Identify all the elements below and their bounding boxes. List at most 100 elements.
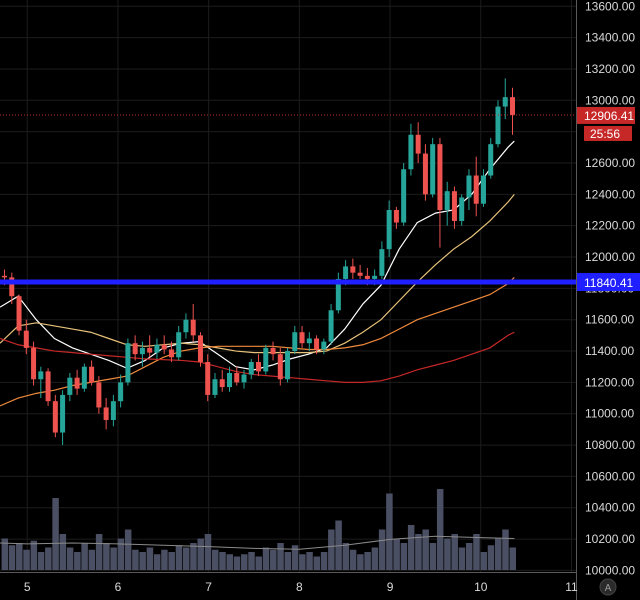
- candle-body: [256, 362, 262, 372]
- volume-bar: [255, 556, 263, 570]
- price-tick-label: 11600.00: [585, 313, 634, 327]
- candle: [415, 122, 421, 163]
- volume-bar: [407, 525, 415, 570]
- price-tick-label: 10600.00: [585, 469, 635, 483]
- volume-bar: [473, 534, 480, 570]
- candle-body: [132, 343, 138, 355]
- auto-scale-toggle[interactable]: A: [599, 578, 617, 596]
- candle: [437, 137, 443, 248]
- candle-body: [248, 362, 254, 375]
- candle: [350, 258, 356, 279]
- candle: [277, 347, 283, 386]
- price-labels: 12906.41 25:56 11840.41: [577, 106, 640, 292]
- volume-bar: [8, 545, 16, 570]
- candle-body: [197, 335, 203, 363]
- volume-bar: [16, 543, 23, 570]
- candle-body: [190, 319, 196, 336]
- price-tick-label: 13600.00: [585, 0, 635, 13]
- candle-body: [459, 197, 465, 221]
- volume-bar: [110, 547, 117, 570]
- candle: [110, 394, 116, 427]
- candle: [270, 341, 276, 361]
- volume-bar: [81, 543, 88, 570]
- candle: [292, 325, 298, 355]
- candle-body: [226, 372, 232, 388]
- volume-bar: [52, 498, 59, 570]
- candle-body: [386, 209, 392, 250]
- candle-body: [147, 347, 153, 353]
- volume-bar: [219, 552, 226, 570]
- candle: [379, 241, 385, 279]
- volume-bar: [328, 529, 335, 570]
- volume-bar: [124, 529, 132, 570]
- volume-bar: [386, 493, 393, 570]
- candle: [176, 325, 182, 361]
- candle-body: [168, 349, 174, 358]
- candlesticks: [2, 78, 516, 446]
- candle: [263, 344, 269, 375]
- candle-body: [67, 377, 73, 395]
- candle: [132, 335, 138, 361]
- candle: [161, 335, 167, 355]
- candle-body: [263, 347, 269, 372]
- candle-body: [495, 106, 501, 145]
- volume-bar: [59, 534, 67, 570]
- candle: [321, 338, 327, 355]
- price-tick-label: 12600.00: [585, 156, 635, 170]
- candle-body: [139, 347, 145, 355]
- price-tick-label: 11000.00: [585, 407, 634, 421]
- candle-body: [510, 97, 516, 116]
- candle: [444, 181, 450, 226]
- candle: [314, 335, 320, 355]
- candle-body: [473, 175, 479, 204]
- horizontal-level-label: 11840.41: [584, 276, 633, 290]
- volume-bar: [342, 543, 350, 570]
- candle: [31, 341, 37, 386]
- candle-body: [444, 191, 450, 210]
- price-tick-label: 13000.00: [585, 93, 635, 107]
- volume-bar: [415, 534, 422, 570]
- candle: [488, 137, 494, 179]
- candle: [328, 304, 334, 345]
- time-tick-label: 5: [24, 580, 31, 594]
- volume-bar: [241, 554, 248, 570]
- candle: [139, 341, 145, 367]
- price-tick-label: 13200.00: [585, 62, 635, 76]
- price-tick-label: 12000.00: [585, 250, 635, 264]
- chart-grid: [0, 0, 576, 572]
- candle-body: [401, 169, 407, 223]
- volume-bar: [494, 538, 502, 570]
- volume-bar: [378, 529, 386, 570]
- moving-average-line: [0, 276, 515, 407]
- candle: [451, 186, 457, 229]
- last-price-label: 12906.41: [584, 109, 634, 123]
- price-tick-label: 10000.00: [585, 563, 635, 577]
- volume-bar: [161, 549, 168, 570]
- time-tick-label: 8: [296, 580, 303, 594]
- volume-bar: [103, 543, 110, 570]
- volume-bar: [117, 538, 125, 570]
- volume-bar: [197, 538, 204, 570]
- volume-bar: [465, 543, 473, 570]
- candle: [74, 369, 80, 395]
- candle-body: [52, 401, 58, 433]
- candle: [285, 347, 291, 383]
- candle-body: [154, 344, 160, 353]
- candle-body: [437, 144, 443, 210]
- candle: [103, 398, 109, 430]
- volume-bar: [95, 534, 103, 570]
- price-tick-label: 10200.00: [585, 532, 635, 546]
- moving-averages: [0, 140, 515, 407]
- price-axis[interactable]: 10000.00 10200.00 10400.00 10600.00 10800.00…: [576, 0, 640, 600]
- candle-body: [357, 272, 363, 276]
- candle-body: [96, 382, 102, 408]
- time-axis[interactable]: 5 6 7 8 9 10 11: [0, 572, 578, 600]
- candle-body: [328, 310, 334, 342]
- candle-body: [451, 191, 457, 221]
- volume-bars: [1, 489, 517, 570]
- volume-bar: [211, 549, 219, 570]
- volume-bar: [487, 545, 495, 570]
- candle-body: [38, 371, 44, 380]
- countdown-label: 25:56: [590, 127, 620, 141]
